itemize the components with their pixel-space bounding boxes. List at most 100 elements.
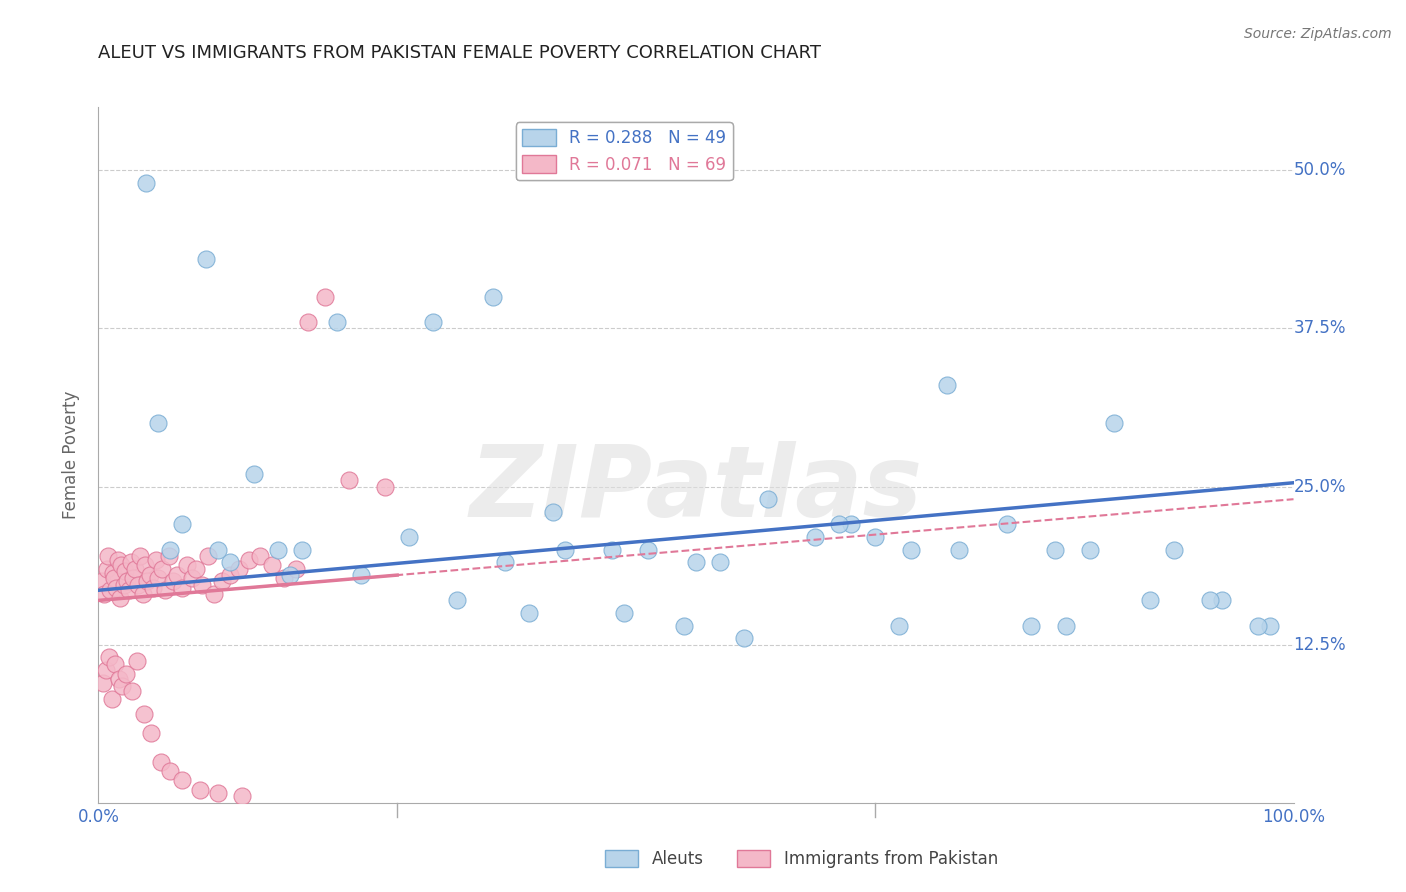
Point [191, 578, 214, 592]
Point [120, 556, 142, 570]
Point [122, 571, 145, 585]
Point [900, 542, 922, 557]
Point [111, 680, 134, 694]
Point [613, 606, 636, 620]
Point [103, 571, 125, 585]
Point [107, 672, 129, 686]
Point [260, 558, 283, 572]
Point [121, 684, 143, 698]
Point [673, 618, 696, 632]
Point [125, 654, 148, 668]
Point [995, 517, 1018, 532]
Point [1246, 618, 1268, 632]
Point [91, 574, 114, 589]
Point [159, 764, 181, 779]
Point [315, 290, 337, 304]
Point [131, 587, 153, 601]
Point [228, 562, 250, 576]
Point [107, 553, 129, 567]
Point [1054, 618, 1078, 632]
Point [112, 578, 135, 592]
Point [145, 553, 167, 567]
Point [202, 587, 225, 601]
Point [211, 574, 233, 589]
Point [297, 315, 319, 329]
Point [284, 562, 307, 576]
Point [828, 517, 851, 532]
Point [1019, 618, 1042, 632]
Point [108, 591, 131, 605]
Point [398, 530, 420, 544]
Point [231, 789, 253, 804]
Point [172, 772, 194, 787]
Point [118, 583, 141, 598]
Point [863, 530, 886, 544]
Point [839, 517, 862, 532]
Point [1102, 417, 1125, 431]
Point [804, 530, 827, 544]
Point [290, 542, 312, 557]
Point [541, 505, 564, 519]
Point [134, 558, 156, 572]
Point [494, 556, 516, 570]
Point [172, 517, 194, 532]
Point [129, 549, 152, 563]
Point [337, 473, 360, 487]
Point [219, 556, 242, 570]
Point [115, 574, 138, 589]
Point [155, 583, 177, 598]
Point [135, 176, 157, 190]
Text: Source: ZipAtlas.com: Source: ZipAtlas.com [1244, 27, 1392, 41]
Point [142, 581, 165, 595]
Point [1139, 593, 1161, 607]
Point [637, 542, 659, 557]
Text: ALEUT VS IMMIGRANTS FROM PAKISTAN FEMALE POVERTY CORRELATION CHART: ALEUT VS IMMIGRANTS FROM PAKISTAN FEMALE… [98, 45, 821, 62]
Point [326, 315, 349, 329]
Point [110, 558, 132, 572]
Point [243, 467, 266, 481]
Legend: R = 0.288   N = 49, R = 0.071   N = 69: R = 0.288 N = 49, R = 0.071 N = 69 [516, 122, 733, 180]
Point [186, 562, 208, 576]
Point [374, 479, 396, 493]
Point [166, 568, 188, 582]
Point [104, 657, 127, 671]
Point [157, 549, 180, 563]
Point [1258, 618, 1281, 632]
Point [162, 574, 184, 589]
Text: ZIPatlas: ZIPatlas [470, 442, 922, 538]
Point [1198, 593, 1220, 607]
Point [1211, 593, 1233, 607]
Point [273, 571, 295, 585]
Point [132, 707, 155, 722]
Point [1043, 542, 1066, 557]
Legend: Aleuts, Immigrants from Pakistan: Aleuts, Immigrants from Pakistan [599, 843, 1004, 875]
Point [709, 556, 731, 570]
Point [1080, 542, 1102, 557]
Point [733, 632, 755, 646]
Point [188, 783, 211, 797]
Point [554, 542, 576, 557]
Point [100, 692, 122, 706]
Point [446, 593, 468, 607]
Point [176, 558, 198, 572]
Point [148, 417, 170, 431]
Point [948, 542, 970, 557]
Point [278, 568, 301, 582]
Point [194, 252, 217, 266]
Point [127, 578, 149, 592]
Point [115, 666, 138, 681]
Point [114, 564, 136, 578]
Point [93, 587, 115, 601]
Text: 37.5%: 37.5% [1294, 319, 1346, 337]
Text: 25.0%: 25.0% [1294, 477, 1346, 496]
Text: 12.5%: 12.5% [1294, 636, 1346, 654]
Point [98, 583, 122, 598]
Point [101, 566, 124, 580]
Point [600, 542, 623, 557]
Point [249, 549, 271, 563]
Point [150, 562, 173, 576]
Point [889, 618, 911, 632]
Point [172, 581, 194, 595]
Point [1163, 542, 1185, 557]
Point [124, 562, 146, 576]
